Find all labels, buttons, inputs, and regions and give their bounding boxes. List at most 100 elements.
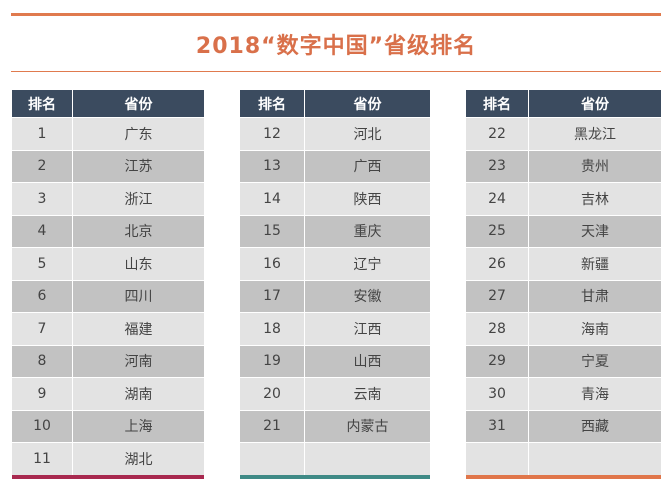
header-province: 省份 [581,96,609,113]
table-row [240,442,430,475]
rank-cell: 25 [466,215,529,247]
province-cell: 山西 [353,354,382,371]
province-cell: 宁夏 [581,354,609,371]
table-row: 26 新疆 [466,247,661,280]
rank-cell: 30 [466,378,529,410]
rank-cell: 6 [12,280,73,312]
province-cell: 河南 [124,354,153,371]
rank-cell: 10 [12,410,73,442]
rank-cell: 31 [466,410,529,442]
table-row: 13 广西 [240,149,430,182]
rank-cell: 16 [240,248,305,280]
rank-cell: 14 [240,183,305,215]
table-header: 排名 省份 [240,90,430,117]
table-row: 22 黑龙江 [466,117,661,150]
rank-cell: 3 [12,183,73,215]
province-cell: 广西 [353,159,382,176]
table-header: 排名 省份 [466,90,661,117]
rank-cell: 1 [12,118,73,150]
table-row: 3 浙江 [12,182,204,215]
table-row: 21 内蒙古 [240,409,430,442]
table-row: 28 海南 [466,312,661,345]
province-cell: 四川 [124,289,153,306]
rank-cell: 22 [466,118,529,150]
province-cell: 吉林 [581,191,609,208]
table-row: 8 河南 [12,344,204,377]
header-province: 省份 [124,96,153,113]
table-row: 25 天津 [466,214,661,247]
province-cell: 黑龙江 [574,126,616,143]
table-row: 11 湖北 [12,442,204,475]
top-rule [11,13,661,16]
table-row: 29 宁夏 [466,344,661,377]
ranking-table-2: 排名 省份 12 河北 13 广西 14 陕西 15 重庆 16 辽宁 17 安徽 18 江西 19 山西 20 云南… [240,90,430,479]
rank-cell: 9 [12,378,73,410]
province-cell: 广东 [124,126,153,143]
header-province: 省份 [353,96,382,113]
rank-cell: 23 [466,150,529,182]
table-row: 31 西藏 [466,409,661,442]
table-row: 30 青海 [466,377,661,410]
ranking-table-1: 排名 省份 1 广东 2 江苏 3 浙江 4 北京 5 山东 6 四川 7 福建 8 河南 9 湖南 10 上海 11 湖北 [12,90,204,479]
table-row: 15 重庆 [240,214,430,247]
rank-cell: 29 [466,345,529,377]
province-cell: 安徽 [353,289,382,306]
rank-cell: 7 [12,313,73,345]
rank-cell: 2 [12,150,73,182]
rank-cell: 8 [12,345,73,377]
table-row: 19 山西 [240,344,430,377]
rank-cell: 5 [12,248,73,280]
province-cell: 海南 [581,321,609,338]
province-cell: 福建 [124,321,153,338]
province-cell: 贵州 [581,159,609,176]
province-cell: 河北 [353,126,382,143]
province-cell: 湖南 [124,386,153,403]
rank-cell: 13 [240,150,305,182]
province-cell: 辽宁 [353,256,382,273]
ranking-table-3: 排名 省份 22 黑龙江 23 贵州 24 吉林 25 天津 26 新疆 27 甘肃 28 海南 29 宁夏 30 青… [466,90,661,479]
header-rank: 排名 [240,90,305,117]
rank-cell: 27 [466,280,529,312]
province-cell: 云南 [353,386,382,403]
table-row: 18 江西 [240,312,430,345]
table-row: 27 甘肃 [466,279,661,312]
province-cell: 浙江 [124,191,153,208]
table-row: 23 贵州 [466,149,661,182]
table-row: 10 上海 [12,409,204,442]
rank-cell: 20 [240,378,305,410]
province-cell: 湖北 [124,451,153,468]
table-row: 14 陕西 [240,182,430,215]
table-row: 12 河北 [240,117,430,150]
province-cell: 上海 [124,419,153,436]
header-rank: 排名 [466,90,529,117]
province-cell: 江苏 [124,159,153,176]
table-row: 16 辽宁 [240,247,430,280]
province-cell: 山东 [124,256,153,273]
province-cell: 陕西 [353,191,382,208]
province-cell: 重庆 [353,224,382,241]
province-cell: 青海 [581,386,609,403]
table-row: 17 安徽 [240,279,430,312]
province-cell [305,443,430,475]
province-cell: 甘肃 [581,289,609,306]
rank-cell: 18 [240,313,305,345]
rank-cell: 19 [240,345,305,377]
table-row: 7 福建 [12,312,204,345]
table-row [466,442,661,475]
title-rule [11,71,661,72]
table-row: 5 山东 [12,247,204,280]
rank-cell: 26 [466,248,529,280]
table-row: 24 吉林 [466,182,661,215]
province-cell: 内蒙古 [346,419,389,436]
table-row: 1 广东 [12,117,204,150]
rank-cell: 17 [240,280,305,312]
table-row: 9 湖南 [12,377,204,410]
province-cell: 北京 [124,224,153,241]
page-title: 2018“数字中国”省级排名 [195,34,477,59]
rank-cell: 11 [12,443,73,475]
rank-cell: 24 [466,183,529,215]
table-row: 4 北京 [12,214,204,247]
rank-cell: 12 [240,118,305,150]
header-rank: 排名 [12,90,73,117]
table-header: 排名 省份 [12,90,204,117]
